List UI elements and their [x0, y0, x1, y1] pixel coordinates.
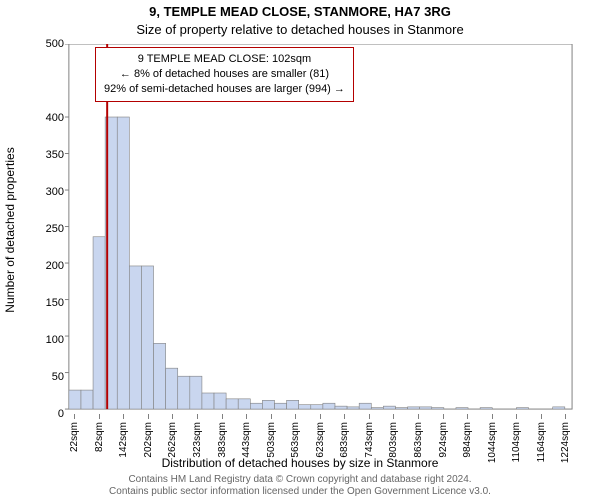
chart-title-description: Size of property relative to detached ho…	[0, 22, 600, 37]
chart-container: 9, TEMPLE MEAD CLOSE, STANMORE, HA7 3RG …	[0, 0, 600, 500]
y-axis-label: Number of detached properties	[3, 147, 17, 312]
x-tick-mark	[344, 414, 345, 419]
x-tick-mark	[123, 414, 124, 419]
x-tick-mark	[99, 414, 100, 419]
x-tick-mark	[467, 414, 468, 419]
x-tick-mark	[320, 414, 321, 419]
x-axis-label: Distribution of detached houses by size …	[0, 456, 600, 470]
y-tick-label: 300	[46, 186, 64, 198]
y-tick-label: 250	[46, 223, 64, 235]
annotation-line2: ← 8% of detached houses are smaller (81)	[104, 67, 345, 82]
x-tick-mark	[541, 414, 542, 419]
x-tick-mark	[565, 414, 566, 419]
x-tick-mark	[492, 414, 493, 419]
y-tick-label: 500	[46, 38, 64, 50]
property-annotation-box: 9 TEMPLE MEAD CLOSE: 102sqm ← 8% of deta…	[95, 47, 354, 102]
chart-footer: Contains HM Land Registry data © Crown c…	[0, 474, 600, 498]
x-tick-mark	[74, 414, 75, 419]
y-tick-label: 150	[46, 297, 64, 309]
x-tick-mark	[222, 414, 223, 419]
x-tick-mark	[516, 414, 517, 419]
x-tick-mark	[172, 414, 173, 419]
y-tick-label: 100	[46, 334, 64, 346]
annotation-line3: 92% of semi-detached houses are larger (…	[104, 82, 345, 97]
x-tick-mark	[246, 414, 247, 419]
chart-title-address: 9, TEMPLE MEAD CLOSE, STANMORE, HA7 3RG	[0, 4, 600, 19]
y-tick-label: 350	[46, 149, 64, 161]
y-tick-label: 200	[46, 260, 64, 272]
x-tick-mark	[443, 414, 444, 419]
footer-line1: Contains HM Land Registry data © Crown c…	[0, 474, 600, 486]
x-tick-mark	[418, 414, 419, 419]
y-tick-label: 0	[58, 408, 64, 420]
x-tick-mark	[369, 414, 370, 419]
footer-line2: Contains public sector information licen…	[0, 486, 600, 498]
x-tick-mark	[197, 414, 198, 419]
y-tick-label: 50	[52, 371, 64, 383]
x-tick-mark	[295, 414, 296, 419]
x-tick-mark	[271, 414, 272, 419]
x-tick-mark	[393, 414, 394, 419]
y-tick-label: 400	[46, 112, 64, 124]
x-tick-mark	[148, 414, 149, 419]
annotation-line1: 9 TEMPLE MEAD CLOSE: 102sqm	[104, 52, 345, 67]
